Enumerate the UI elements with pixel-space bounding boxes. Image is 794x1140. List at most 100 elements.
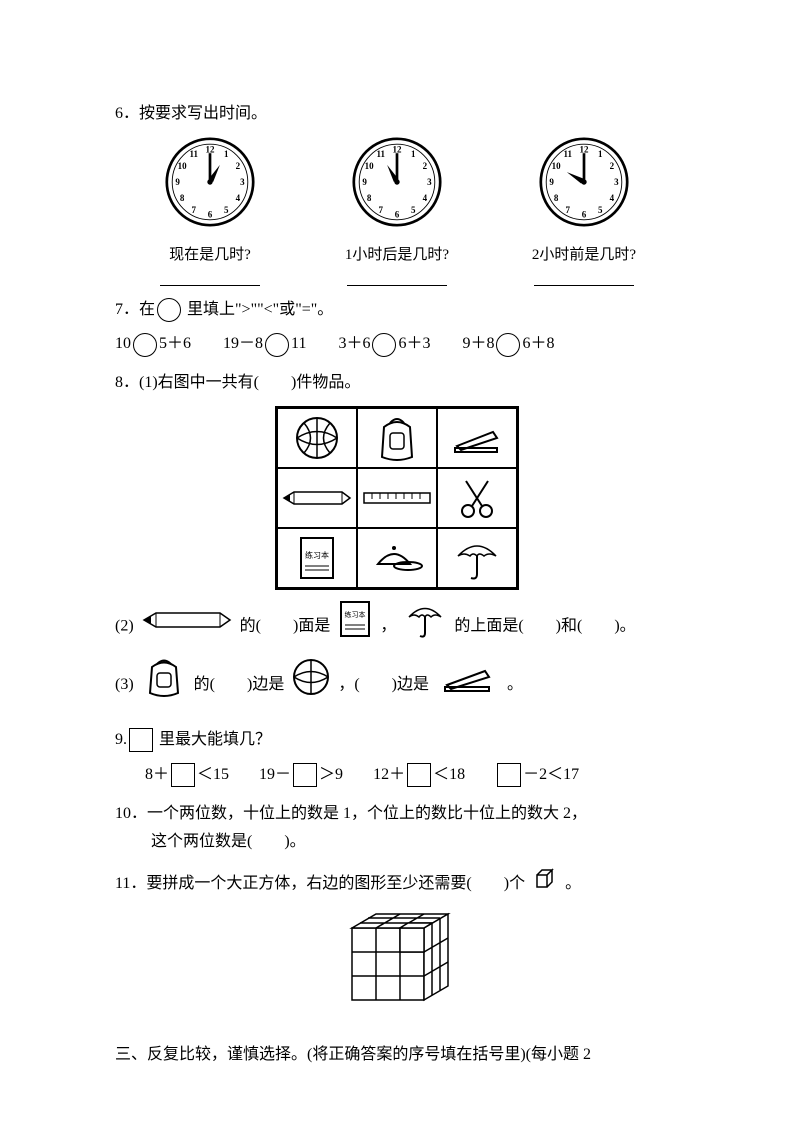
q9-b: 19－ <box>259 766 291 783</box>
expr-c-right: 6＋3 <box>398 335 430 352</box>
umbrella-icon <box>452 534 502 582</box>
expr-a-right: 5＋6 <box>159 335 191 352</box>
q8-p2-b: 的( )面是 <box>240 617 335 634</box>
cube-structure <box>115 910 679 1031</box>
q8-p2-d: 的上面是( )和( )。 <box>454 617 635 634</box>
svg-text:5: 5 <box>598 205 603 215</box>
circle-blank-icon[interactable] <box>133 333 157 357</box>
svg-text:1: 1 <box>598 149 603 159</box>
items-grid: 练习本 <box>275 406 519 590</box>
cell-scissors <box>437 468 517 528</box>
q8-p3: (3) 的( )边是 ，( )边是 。 <box>115 655 679 716</box>
cell-bag <box>357 408 437 468</box>
circle-blank-icon[interactable] <box>157 298 181 322</box>
notebook-icon: 练习本 <box>295 534 339 582</box>
clock-2-caption: 1小时后是几时? <box>322 242 472 269</box>
expr-d-left: 9＋8 <box>462 335 494 352</box>
basketball-icon <box>292 658 330 713</box>
svg-text:7: 7 <box>379 205 384 215</box>
q11: 11．要拼成一个大正方体，右边的图形至少还需要( )个 。 <box>115 867 679 1031</box>
svg-text:9: 9 <box>362 177 367 187</box>
svg-text:4: 4 <box>610 193 615 203</box>
cell-notebook: 练习本 <box>277 528 357 588</box>
square-blank-icon[interactable] <box>129 728 153 752</box>
clock-icon: 1212 345 678 91011 <box>165 137 255 227</box>
svg-text:11: 11 <box>564 149 573 159</box>
svg-text:9: 9 <box>549 177 554 187</box>
expr-b-right: 11 <box>291 335 306 352</box>
circle-blank-icon[interactable] <box>265 333 289 357</box>
q9-pre: 9. <box>115 731 127 748</box>
q10: 10．一个两位数，十位上的数是 1，个位上的数比十位上的数大 2， 这个两位数是… <box>115 800 679 858</box>
q9-exprs: 8＋＜15 19－＞9 12＋＜18 －2＜17 <box>115 761 679 790</box>
q7-pre: 7．在 <box>115 301 155 318</box>
answer-line[interactable] <box>534 271 634 286</box>
cell-stapler <box>437 408 517 468</box>
expr-a-left: 10 <box>115 335 131 352</box>
q10-line1: 10．一个两位数，十位上的数是 1，个位上的数比十位上的数大 2， <box>115 800 679 829</box>
svg-text:3: 3 <box>427 177 432 187</box>
cube-stack-icon <box>332 910 462 1020</box>
backpack-icon <box>142 655 186 716</box>
stapler-icon <box>447 418 507 458</box>
q8-p3-b: 的( )边是 <box>194 676 289 693</box>
svg-text:6: 6 <box>395 209 400 219</box>
svg-text:4: 4 <box>236 193 241 203</box>
square-blank-icon[interactable] <box>171 763 195 787</box>
svg-text:2: 2 <box>236 161 241 171</box>
q9-post: 里最大能填几？ <box>155 731 271 748</box>
svg-text:2: 2 <box>423 161 428 171</box>
clock-3-caption: 2小时前是几时? <box>509 242 659 269</box>
q9: 9. 里最大能填几？ 8＋＜15 19－＞9 12＋＜18 －2＜17 <box>115 726 679 790</box>
svg-text:6: 6 <box>582 209 587 219</box>
svg-text:3: 3 <box>240 177 245 187</box>
answer-line[interactable] <box>347 271 447 286</box>
answer-line[interactable] <box>160 271 260 286</box>
clock-1-caption: 现在是几时? <box>135 242 285 269</box>
clock-3: 1212 345 678 91011 2小时前是几时? <box>509 137 659 286</box>
q6: 6．按要求写出时间。 1212 345 678 91011 现在是几时? <box>115 100 679 286</box>
backpack-icon <box>372 413 422 463</box>
q7-exprs: 105＋6 19－811 3＋66＋3 9＋86＋8 <box>115 330 679 359</box>
cell-ruler <box>357 468 437 528</box>
q8-p2-a: (2) <box>115 617 134 634</box>
section-3-header: 三、反复比较，谨慎选择。(将正确答案的序号填在括号里)(每小题 2 <box>115 1041 679 1070</box>
q9-c: 12＋ <box>373 766 405 783</box>
square-blank-icon[interactable] <box>407 763 431 787</box>
q8-p3-d: 。 <box>507 676 523 693</box>
square-blank-icon[interactable] <box>293 763 317 787</box>
q9-c2: ＜18 <box>433 766 465 783</box>
square-blank-icon[interactable] <box>497 763 521 787</box>
q7-post: 里填上">""<"或"="。 <box>183 301 333 318</box>
svg-text:练习本: 练习本 <box>305 550 329 560</box>
svg-text:12: 12 <box>580 144 590 154</box>
svg-text:练习本: 练习本 <box>345 610 366 619</box>
svg-text:12: 12 <box>206 144 216 154</box>
svg-text:10: 10 <box>552 161 562 171</box>
circle-blank-icon[interactable] <box>372 333 396 357</box>
umbrella-icon <box>404 598 446 655</box>
svg-text:11: 11 <box>377 149 386 159</box>
svg-text:8: 8 <box>180 193 185 203</box>
cell-cap <box>357 528 437 588</box>
scissors-icon <box>454 475 500 521</box>
q8: 8．(1)右图中一共有( )件物品。 练习本 (2) 的( )面是 练习本 ， … <box>115 369 679 716</box>
cell-pencil <box>277 468 357 528</box>
svg-text:11: 11 <box>190 149 199 159</box>
clocks-row: 1212 345 678 91011 现在是几时? 1212 345 678 <box>135 137 659 286</box>
q9-a: 8＋ <box>145 766 169 783</box>
pencil-icon <box>142 607 232 645</box>
svg-text:10: 10 <box>178 161 188 171</box>
stapler-icon <box>437 659 499 712</box>
q8-p2: (2) 的( )面是 练习本 ， 的上面是( )和( )。 <box>115 598 679 655</box>
svg-text:1: 1 <box>224 149 229 159</box>
svg-text:6: 6 <box>208 209 213 219</box>
svg-text:5: 5 <box>411 205 416 215</box>
q8-p1: 8．(1)右图中一共有( )件物品。 <box>115 369 679 398</box>
clock-1: 1212 345 678 91011 现在是几时? <box>135 137 285 286</box>
ruler-icon <box>362 490 432 506</box>
small-cube-icon <box>533 867 557 902</box>
cell-ball <box>277 408 357 468</box>
q9-d2: －2＜17 <box>523 766 579 783</box>
circle-blank-icon[interactable] <box>496 333 520 357</box>
